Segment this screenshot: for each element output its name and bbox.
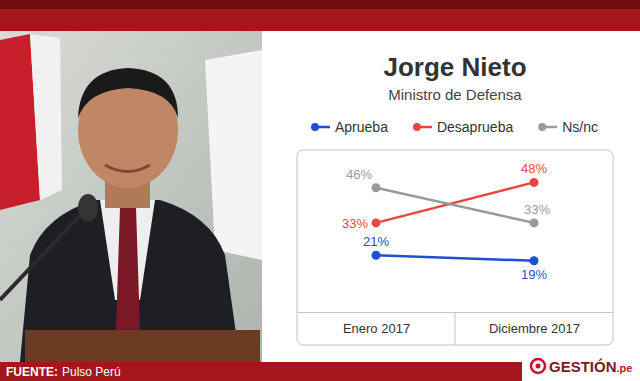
header-band — [0, 9, 640, 31]
brand-suffix: .pe — [617, 362, 633, 374]
data-label: 33% — [342, 216, 368, 231]
series-marker — [372, 218, 381, 227]
legend: Aprueba Desaprueba Ns/nc — [311, 119, 598, 135]
legend-label: Aprueba — [335, 119, 388, 135]
legend-marker — [413, 123, 421, 131]
chart-title: Jorge Nieto — [383, 52, 526, 82]
series-line — [376, 182, 534, 223]
data-label: 19% — [521, 267, 547, 282]
brand-name: GESTIÓN — [549, 358, 617, 375]
series-marker — [530, 256, 539, 265]
chart-svg: Jorge Nieto Ministro de Defensa Enero 2017… — [0, 0, 640, 381]
series-marker — [530, 178, 539, 187]
x-tick: Diciembre 2017 — [489, 312, 580, 336]
category-divider — [455, 312, 456, 345]
data-label: 48% — [521, 161, 547, 176]
series-marker — [372, 251, 381, 260]
source: FUENTE: Pulso Perú — [6, 365, 121, 379]
data-label: 33% — [524, 202, 550, 217]
brand-logo: GESTIÓN.pe — [531, 358, 632, 375]
data-label: 21% — [363, 234, 389, 249]
source-label: FUENTE: — [6, 365, 58, 379]
legend-label: Ns/nc — [562, 119, 598, 135]
series-line — [376, 188, 534, 223]
legend-item: Desaprueba — [413, 119, 513, 135]
x-tick-label: Enero 2017 — [343, 321, 410, 336]
legend-marker — [538, 123, 546, 131]
legend-item: Ns/nc — [538, 119, 598, 135]
data-labels: 21% 19% 33% 48% 46% 33% — [342, 161, 550, 281]
legend-marker — [311, 123, 319, 131]
legend-item: Aprueba — [311, 119, 388, 135]
footer-band — [0, 362, 522, 381]
header-band-dark — [0, 0, 640, 9]
chart-subtitle: Ministro de Defensa — [388, 86, 522, 103]
series-marker — [530, 218, 539, 227]
photo — [0, 31, 262, 362]
plot-frame — [297, 150, 613, 345]
source-name: Pulso Perú — [62, 365, 121, 379]
x-tick-label: Diciembre 2017 — [489, 321, 580, 336]
brand: GESTIÓN.pe — [549, 358, 632, 375]
x-tick: Enero 2017 — [343, 312, 410, 336]
series-marker — [372, 183, 381, 192]
plot-marks — [372, 178, 539, 265]
legend-label: Desaprueba — [437, 119, 513, 135]
data-label: 46% — [346, 167, 372, 182]
series-line — [376, 255, 534, 260]
